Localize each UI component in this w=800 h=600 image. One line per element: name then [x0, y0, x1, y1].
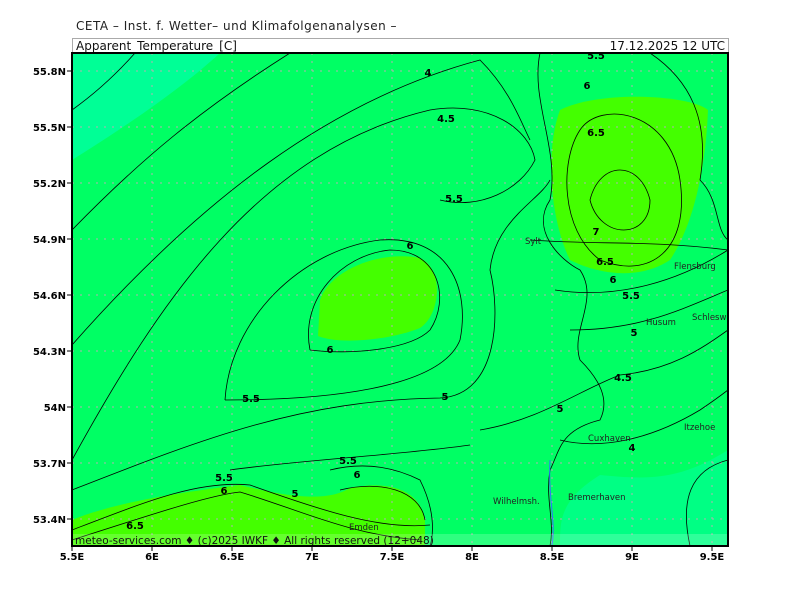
institute-title: CETA – Inst. f. Wetter– und Klimafolgena…: [76, 19, 398, 33]
lat-tick-label: 54.3N: [33, 347, 66, 358]
map-frame: [71, 52, 729, 547]
contour-label: 4.5: [614, 373, 632, 384]
lat-tick-label: 53.7N: [33, 459, 66, 470]
lat-tick-label: 55.8N: [33, 67, 66, 78]
field-warm-north: [551, 96, 708, 274]
lon-tick-label: 5.5E: [60, 552, 85, 563]
contour-labels: 4 4.5 5.5 5.5 6 6 6.5 7 6.5 6 5.5 5 4.5 4 5.5 5 5.5 6 5 6 5.…: [126, 51, 640, 532]
contour-line: [559, 389, 728, 445]
city-label: Bremerhaven: [568, 493, 625, 503]
contour-label: 5: [442, 392, 449, 403]
contour-line: [308, 249, 441, 353]
lat-tick-label: 53.4N: [33, 515, 66, 526]
coastline: [229, 444, 471, 471]
contour-line: [224, 239, 463, 401]
contour-label: 6: [610, 275, 617, 286]
city-label: Husum: [646, 318, 676, 328]
contour-label: 5: [557, 404, 564, 415]
contour-line: [554, 249, 728, 293]
contour-line: [72, 491, 421, 541]
lon-tick-label: 8.5E: [540, 552, 565, 563]
contour-line: [72, 53, 291, 231]
city-label: Schleswig: [692, 313, 734, 323]
field-southeast: [560, 450, 728, 546]
contour-line: [566, 113, 682, 267]
contour-label: 6: [221, 486, 228, 497]
contour-lines: [72, 53, 728, 546]
contour-label: 5: [292, 489, 299, 500]
field-warm-center: [318, 256, 437, 341]
city-label: Flensburg: [674, 262, 716, 272]
contour-label: 4: [425, 68, 432, 79]
contour-label: 6: [407, 241, 414, 252]
contour-line: [479, 329, 728, 431]
city-label: Itzehoe: [684, 423, 715, 433]
contour-label: 4: [629, 443, 636, 454]
grid-lines: [72, 53, 728, 546]
contour-label: 5.5: [215, 473, 233, 484]
contour-label: 6: [354, 470, 361, 481]
coastline: [537, 53, 605, 546]
contour-label: 5.5: [242, 394, 260, 405]
footer-strip: [72, 534, 728, 546]
contour-line: [589, 169, 651, 231]
lat-tick-label: 54N: [44, 403, 66, 414]
contour-line: [569, 289, 728, 331]
map-field: 4 4.5 5.5 5.5 6 6 6.5 7 6.5 6 5.5 5 4.5 4 5.5 5 5.5 6 5 6 5.…: [72, 51, 734, 547]
contour-label: 5.5: [339, 456, 357, 467]
contour-label: 6: [327, 345, 334, 356]
contour-line: [529, 239, 728, 251]
lon-tick-label: 7E: [305, 552, 319, 563]
valid-datetime: 17.12.2025 12 UTC: [609, 39, 725, 53]
river-weser: [549, 459, 554, 546]
contour-label: 5.5: [587, 51, 605, 62]
lon-tick-label: 9E: [625, 552, 639, 563]
contour-line: [72, 179, 551, 491]
coastline: [649, 53, 728, 241]
copyright-footer: meteo-services.com ♦ (c)2025 IWKF ♦ All …: [75, 535, 434, 547]
contour-label: 5: [631, 328, 638, 339]
city-label: Emden: [349, 523, 379, 533]
lon-tick-label: 7.5E: [380, 552, 405, 563]
lat-tick-label: 55.5N: [33, 123, 66, 134]
contour-label: 6.5: [596, 257, 614, 268]
contour-label: 5.5: [445, 194, 463, 205]
contour-line: [72, 483, 431, 531]
contour-line: [339, 485, 426, 521]
contour-line: [329, 465, 433, 546]
contour-label: 4.5: [437, 114, 455, 125]
lat-tick-label: 54.6N: [33, 291, 66, 302]
contour-label: 7: [593, 227, 600, 238]
city-label: Wilhelmsh.: [493, 497, 540, 507]
contour-line: [72, 107, 536, 461]
lon-tick-label: 6E: [145, 552, 159, 563]
lat-tick-label: 55.2N: [33, 179, 66, 190]
contour-line: [72, 59, 531, 346]
field-warm-south: [72, 485, 425, 546]
coastlines: [229, 53, 728, 546]
lon-tick-label: 9.5E: [700, 552, 725, 563]
contour-label: 6.5: [126, 521, 144, 532]
contour-line: [72, 53, 136, 111]
lon-tick-label: 8E: [465, 552, 479, 563]
axis-ticks: 5.5E 6E 6.5E 7E 7.5E 8E 8.5E 9E 9.5E55.8N55.5N55…: [33, 67, 724, 563]
lat-tick-label: 54.9N: [33, 235, 66, 246]
lon-tick-label: 6.5E: [220, 552, 245, 563]
contour-label: 6.5: [587, 128, 605, 139]
contour-label: 5.5: [622, 291, 640, 302]
city-label: Sylt: [525, 237, 542, 247]
contour-label: 6: [584, 81, 591, 92]
parameter-title: Apparent_Temperature_[C]: [76, 39, 237, 53]
city-labels: Sylt Flensburg Husum Schleswig Itzehoe Cuxhav…: [349, 237, 734, 533]
contour-line: [686, 459, 728, 546]
city-label: Cuxhaven: [588, 434, 631, 444]
